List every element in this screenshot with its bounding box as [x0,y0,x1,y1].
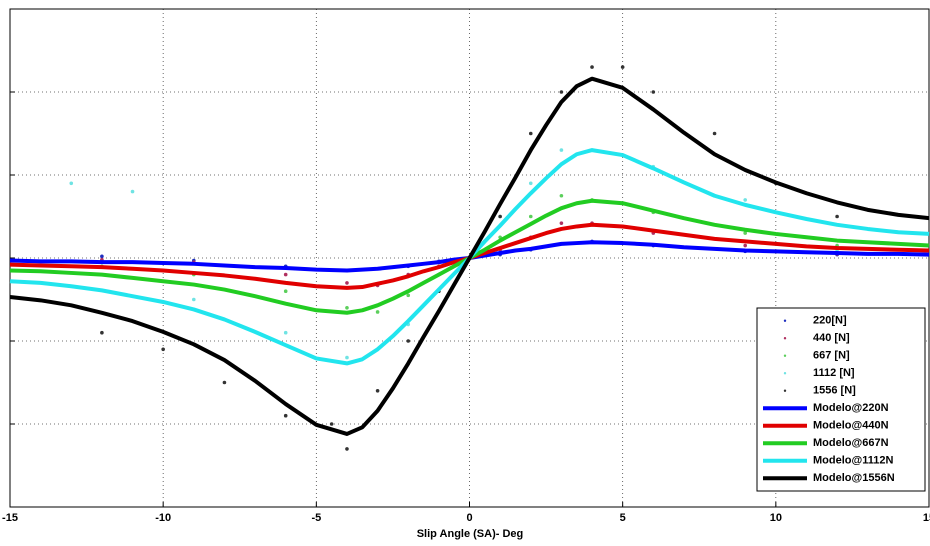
data-point [528,214,533,219]
legend-label: Modelo@1556N [813,472,895,484]
legend-label: 1556 [N] [813,385,856,397]
data-point [743,243,747,248]
plot-frame [9,8,930,508]
legend-swatch [783,372,787,375]
data-point [406,293,411,298]
data-point [130,189,135,194]
x-axis-label: Slip Angle (SA)- Deg [417,528,524,540]
data-point [329,422,334,426]
x-tick-label: 15 [923,512,930,524]
data-point [283,413,288,418]
x-tick-label: -15 [2,512,18,524]
legend-label: Modelo@1112N [813,455,893,467]
x-tick-label: -10 [155,512,171,524]
x-tick-label: 10 [770,512,782,524]
data-point [559,221,564,225]
data-point [345,306,349,310]
data-point [345,281,349,285]
data-point [498,214,502,219]
legend-swatch [783,319,787,322]
data-point [375,389,380,393]
legend-swatch [783,354,787,357]
data-point [161,347,165,352]
x-tick-label: 0 [466,512,472,524]
data-point [375,310,380,314]
data-point [559,148,564,152]
data-point [590,65,594,69]
data-point [651,90,656,94]
data-point [69,181,74,186]
data-point [743,198,747,202]
data-point [283,330,288,335]
legend-swatch [783,337,787,340]
x-tick-label: 5 [620,512,626,524]
legend-label: 220[N] [813,315,847,327]
data-point [528,131,533,136]
data-point [192,297,196,302]
data-point [100,330,104,335]
legend-label: 667 [N] [813,350,850,362]
data-point [345,355,349,360]
data-point [283,289,288,294]
data-point [835,214,839,219]
model-line [9,76,930,436]
legend-swatch [783,389,787,392]
legend-label: Modelo@220N [813,402,889,414]
data-point [528,181,533,186]
data-point [712,131,717,136]
scatter-series [69,148,839,360]
legend-label: Modelo@667N [813,437,889,449]
data-point [345,447,349,451]
legend-label: 440 [N] [813,332,850,344]
data-point [222,380,227,385]
legend-label: 1112 [N] [813,367,855,379]
data-point [620,65,625,69]
data-point [559,193,564,198]
data-point [559,90,564,94]
legend-label: Modelo@440N [813,420,889,432]
data-point [283,272,288,277]
data-point [406,339,411,343]
data-point [100,254,104,259]
x-tick-label: -5 [311,512,321,524]
scatter-series [100,65,839,451]
data-point [743,231,747,235]
